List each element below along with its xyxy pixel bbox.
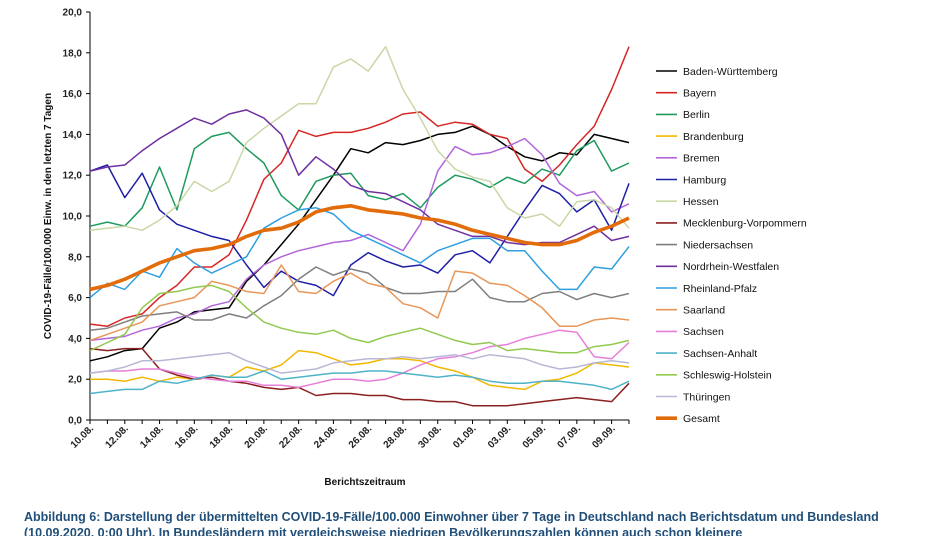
x-tick-label: 30.08. (416, 423, 444, 451)
y-tick-label: 20,0 (63, 8, 83, 19)
x-tick-label: 28.08. (382, 423, 410, 451)
x-tick-label: 18.08. (208, 423, 236, 451)
series-line-saarland (89, 264, 630, 342)
legend-label: Bayern (683, 88, 716, 100)
legend-label: Hamburg (683, 174, 726, 186)
y-tick-label: 10,0 (63, 212, 83, 223)
series-line-hessen (89, 45, 630, 232)
x-axis-title: Berichtszeitraum (324, 477, 405, 488)
x-tick-label: 07.09. (556, 423, 584, 451)
legend-label: Rheinland-Pfalz (683, 283, 757, 295)
series-lines (89, 45, 630, 407)
legend-label: Baden-Württemberg (683, 66, 778, 78)
series-line-sachsen-anhalt (89, 370, 630, 395)
y-tick-label: 4,0 (68, 334, 82, 345)
x-tick-label: 03.09. (486, 423, 514, 451)
figure-caption: Abbildung 6: Darstellung der übermittelt… (24, 510, 879, 536)
y-axis-ticks: 0,0 2,0 4,0 6,0 8,0 10,0 12,0 14,0 16,0 18,0 20,0 (63, 8, 90, 427)
x-tick-label: 10.08. (69, 423, 97, 451)
legend-label: Niedersachsen (683, 239, 753, 251)
line-chart: 0,02,04,06,08,010,012,014,016,018,020,0 … (43, 8, 807, 489)
series-line-gesamt (89, 204, 630, 292)
x-tick-label: 09.09. (590, 423, 618, 451)
legend-label: Mecklenburg-Vorpommern (683, 218, 807, 230)
y-tick-label: 0,0 (68, 416, 82, 427)
series-line-berlin (89, 131, 630, 227)
y-axis-title: COVID-19-Fälle/100.000 Einw. in den letz… (43, 93, 54, 339)
y-tick-label: 12,0 (63, 171, 83, 182)
series-line-mecklenburg-vorpommern (89, 347, 630, 407)
series-line-rheinland-pfalz (89, 207, 630, 299)
series-line-baden-wuerttemberg (89, 125, 630, 362)
x-tick-label: 01.09. (451, 423, 479, 451)
x-tick-label: 12.08. (103, 423, 131, 451)
y-tick-label: 6,0 (68, 293, 82, 304)
legend-label: Thüringen (683, 391, 730, 403)
legend-label: Schleswig-Holstein (683, 370, 772, 382)
series-line-hamburg (89, 164, 630, 297)
legend-label: Hessen (683, 196, 719, 208)
y-tick-label: 14,0 (63, 130, 83, 141)
series-line-niedersachsen (89, 266, 630, 331)
x-tick-label: 24.08. (312, 423, 340, 451)
series-line-bayern (89, 46, 630, 327)
series-line-thueringen (89, 351, 630, 374)
x-tick-label: 20.08. (243, 423, 271, 451)
legend-label: Saarland (683, 305, 725, 317)
y-tick-label: 8,0 (68, 252, 82, 263)
legend-label: Sachsen-Anhalt (683, 348, 757, 360)
series-line-brandenburg (90, 349, 630, 391)
x-tick-label: 26.08. (347, 423, 375, 451)
series-line-schleswig-holstein (89, 284, 630, 354)
x-tick-label: 22.08. (277, 423, 305, 451)
x-tick-label: 16.08. (173, 423, 201, 451)
legend-label: Berlin (683, 109, 710, 121)
y-tick-label: 2,0 (68, 375, 82, 386)
legend-label: Nordrhein-Westfalen (683, 261, 779, 273)
legend: Baden-Württemberg Bayern Berlin Brandenburg… (656, 66, 807, 425)
x-axis-ticks: 10.08. 12.08. 14.08. 16.08. 18.08. 20.08. 22.0… (69, 420, 630, 451)
legend-label: Brandenburg (683, 131, 744, 143)
legend-label: Gesamt (683, 413, 720, 425)
x-tick-label: 05.09. (521, 423, 549, 451)
series-line-bremen (89, 137, 630, 342)
x-tick-label: 14.08. (138, 423, 166, 451)
legend-label: Bremen (683, 153, 720, 165)
series-line-sachsen (89, 329, 630, 389)
y-tick-label: 16,0 (63, 89, 83, 100)
legend-label: Sachsen (683, 326, 724, 338)
y-tick-label: 18,0 (63, 48, 83, 59)
